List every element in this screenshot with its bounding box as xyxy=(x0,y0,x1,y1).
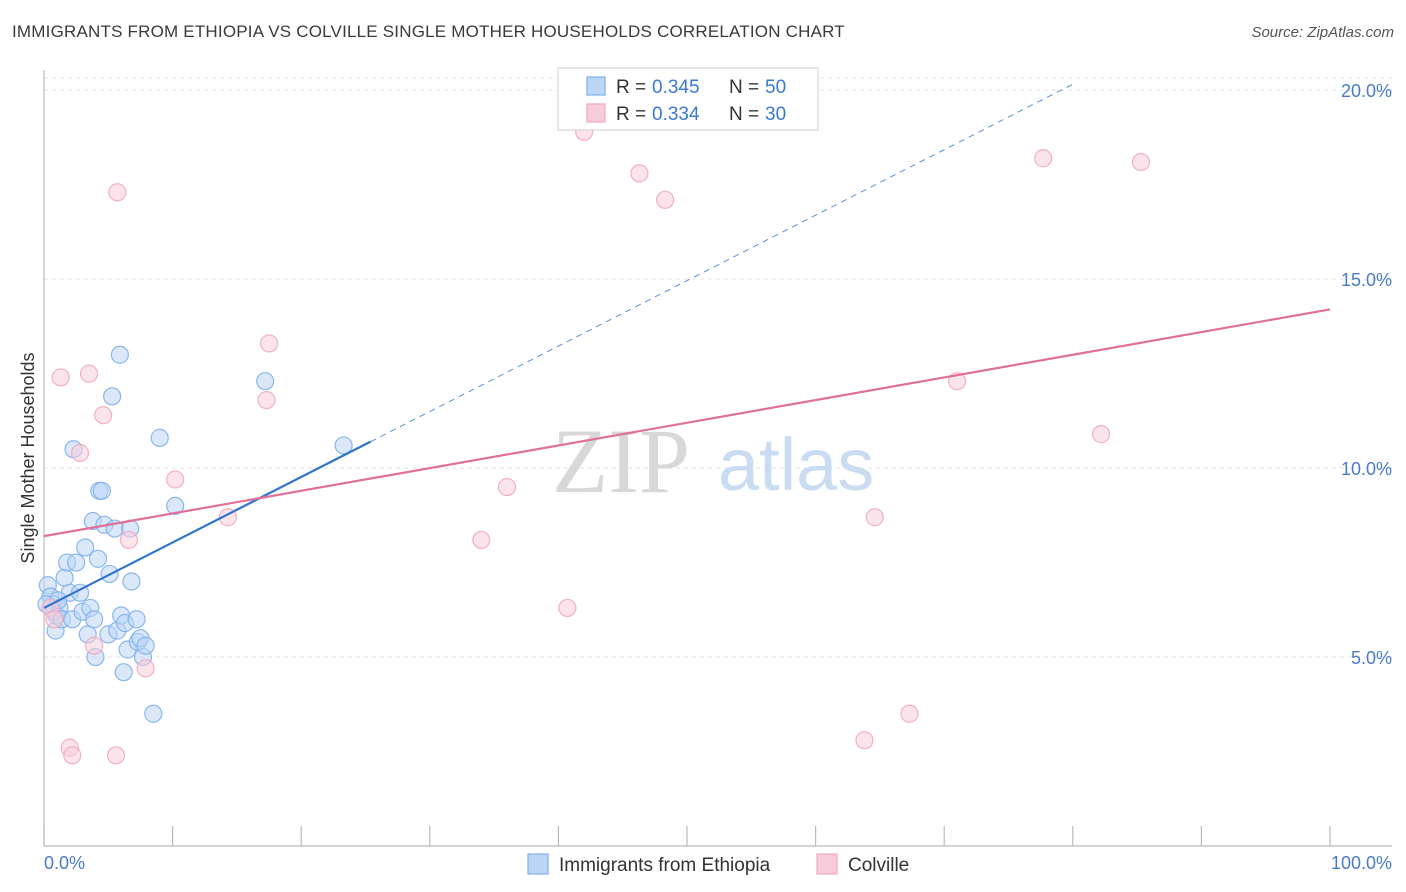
y-axis-label: Single Mother Households xyxy=(18,352,38,563)
stats-r-label-ethiopia: R = xyxy=(616,77,646,98)
colville-point-5 xyxy=(70,443,90,463)
ethiopia-point-33 xyxy=(114,663,133,682)
colville-point-10 xyxy=(108,183,127,202)
colville-point-22 xyxy=(656,190,675,209)
ethiopia-point-13 xyxy=(67,553,86,572)
stats-legend: R = 0.345 N = 50 R = 0.334 N = 30 xyxy=(557,67,819,131)
x-tick-min-label: 0.0% xyxy=(44,853,85,873)
colville-point-21 xyxy=(630,164,649,183)
colville-point-4 xyxy=(63,746,82,765)
stats-r-value-ethiopia: 0.345 xyxy=(652,77,700,98)
colville-point-1 xyxy=(45,610,64,629)
colville-point-29 xyxy=(1131,152,1151,172)
colville-point-24 xyxy=(865,508,884,527)
data-points xyxy=(37,122,1151,765)
series-legend: Immigrants from Ethiopia Colville xyxy=(527,853,909,876)
stats-n-value-colville: 30 xyxy=(765,104,786,125)
y-tick-label-5: 5.0% xyxy=(1351,648,1392,668)
x-axis-ticks xyxy=(43,826,1331,846)
ethiopia-point-37 xyxy=(122,572,141,591)
legend-swatch-ethiopia xyxy=(527,853,549,875)
ethiopia-point-31 xyxy=(110,345,129,364)
ethiopia-point-20 xyxy=(85,610,104,629)
colville-trend-line xyxy=(43,308,1331,538)
ethiopia-point-38 xyxy=(127,610,146,629)
stats-n-label-ethiopia: N = xyxy=(729,77,759,98)
x-tick-max-label: 100.0% xyxy=(1331,853,1392,873)
ethiopia-point-24 xyxy=(92,481,111,500)
source-credit: Source: ZipAtlas.com xyxy=(1251,24,1394,41)
colville-point-27 xyxy=(1034,149,1053,168)
colville-point-9 xyxy=(106,746,126,765)
colville-point-16 xyxy=(259,334,279,353)
ethiopia-point-44 xyxy=(150,428,169,447)
stats-n-label-colville: N = xyxy=(729,104,759,125)
legend-swatch-colville xyxy=(816,853,838,875)
colville-point-23 xyxy=(855,731,874,750)
colville-point-13 xyxy=(166,470,185,489)
ethiopia-point-22 xyxy=(88,549,108,568)
colville-point-25 xyxy=(900,704,919,723)
ethiopia-point-8 xyxy=(55,568,74,587)
colville-point-15 xyxy=(257,390,276,410)
colville-point-6 xyxy=(79,364,99,383)
legend-label-ethiopia: Immigrants from Ethiopia xyxy=(559,855,771,876)
ethiopia-trend-line xyxy=(43,440,372,609)
stats-swatch-ethiopia xyxy=(586,76,606,96)
colville-point-12 xyxy=(136,659,155,678)
y-tick-labels: 5.0% 10.0% 15.0% 20.0% xyxy=(1341,81,1392,668)
colville-point-11 xyxy=(119,530,138,550)
stats-r-value-colville: 0.334 xyxy=(652,104,700,125)
colville-point-7 xyxy=(85,636,104,655)
ethiopia-trend-extension xyxy=(370,83,1074,443)
stats-n-value-ethiopia: 50 xyxy=(765,77,786,98)
legend-label-colville: Colville xyxy=(848,855,909,876)
ethiopia-point-43 xyxy=(144,704,163,723)
colville-point-19 xyxy=(558,598,577,618)
chart-title: IMMIGRANTS FROM ETHIOPIA VS COLVILLE SIN… xyxy=(12,22,845,41)
colville-point-18 xyxy=(497,477,517,497)
colville-point-28 xyxy=(1091,425,1111,444)
ethiopia-point-46 xyxy=(256,372,275,391)
ethiopia-point-45 xyxy=(166,496,185,516)
stats-r-label-colville: R = xyxy=(616,104,646,125)
watermark-atlas: atlas xyxy=(718,423,874,506)
ethiopia-point-42 xyxy=(136,636,155,655)
trend-lines xyxy=(43,83,1331,609)
y-tick-label-10: 10.0% xyxy=(1341,459,1392,479)
colville-point-17 xyxy=(472,530,491,550)
y-tick-label-20: 20.0% xyxy=(1341,81,1392,101)
colville-point-8 xyxy=(94,406,113,425)
y-tick-label-15: 15.0% xyxy=(1341,270,1392,290)
ethiopia-point-16 xyxy=(76,538,95,557)
stats-swatch-colville xyxy=(586,103,606,123)
gridlines xyxy=(44,77,1392,658)
colville-point-2 xyxy=(51,368,70,387)
ethiopia-point-47 xyxy=(334,436,353,455)
ethiopia-point-28 xyxy=(103,387,122,406)
